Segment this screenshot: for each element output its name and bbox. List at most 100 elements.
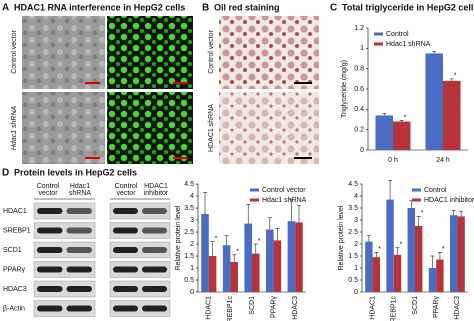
blot-strip — [109, 222, 171, 239]
bar — [457, 216, 465, 292]
x-tick-label: HDAC3 — [292, 296, 299, 320]
micrograph — [107, 92, 193, 164]
blot-band — [37, 286, 63, 292]
y-tick-label: 1 — [354, 265, 358, 272]
x-tick-label: HDAC1 — [206, 296, 213, 320]
y-axis-label: Relative protein level — [175, 205, 182, 270]
x-tick-label: 0 h — [388, 157, 398, 164]
bar — [201, 214, 209, 292]
legend-swatch — [250, 188, 259, 192]
y-tick-label: 0.5 — [184, 277, 194, 284]
bar — [436, 259, 444, 292]
bar — [375, 115, 393, 150]
micrograph — [219, 16, 319, 89]
x-tick-label: PPARγ — [270, 296, 277, 319]
panel-title: HDAC1 RNA interference in HepG2 cells — [14, 2, 185, 12]
bar — [287, 221, 296, 292]
bar — [449, 215, 458, 292]
significance-mark: * — [236, 249, 239, 256]
bar — [425, 53, 443, 150]
y-tick-label: 4 — [190, 193, 194, 200]
legend-swatch — [412, 198, 421, 202]
significance-mark: * — [421, 210, 424, 217]
y-tick-label: 0.8 — [354, 66, 364, 73]
blot-band — [37, 266, 63, 273]
column-header: HDAC1 inhibitor — [144, 183, 169, 197]
blot-band — [142, 247, 167, 253]
row-label: Hdac1 shRNA — [11, 105, 18, 150]
x-tick-label: 24 h — [436, 157, 450, 164]
x-tick-label: SREBP1c — [227, 296, 234, 321]
micrograph — [22, 92, 105, 164]
bar — [252, 253, 260, 292]
x-tick-label: SCD1 — [249, 296, 256, 315]
column-header: Control vector — [115, 183, 138, 197]
protein-label: HDAC3 — [3, 286, 27, 293]
blot-band — [66, 305, 92, 312]
blot-band — [142, 227, 167, 234]
y-tick-label: 1.5 — [348, 253, 358, 260]
y-tick-label: 0 — [354, 289, 358, 296]
blot-strip — [33, 261, 96, 278]
y-tick-label: 3 — [190, 217, 194, 224]
legend-label: Hdac1 shRNA — [386, 41, 431, 48]
y-tick-label: 0 — [360, 147, 364, 154]
legend-label: Hdac1 shRNA — [262, 197, 307, 204]
bar — [443, 80, 461, 150]
panel-title: Total triglyceride in HepG2 cells — [342, 2, 474, 12]
panel-letter: B — [202, 3, 209, 14]
legend-label: Control — [386, 31, 409, 38]
bar — [230, 262, 238, 292]
column-header: Hdac1 shRNA — [69, 183, 92, 197]
significance-mark: * — [258, 238, 261, 245]
bar — [273, 240, 282, 292]
y-tick-label: 1 — [190, 265, 194, 272]
x-tick-label: HDAC3 — [454, 296, 461, 320]
x-tick-label: SREBP1c — [391, 296, 398, 321]
x-tick-label: SCD1 — [412, 296, 419, 315]
panel-title: Oil red staining — [214, 2, 280, 12]
bar — [295, 222, 303, 292]
bar — [428, 268, 437, 292]
blot-band — [66, 266, 92, 273]
blot-band — [66, 227, 92, 234]
blot-strip — [109, 261, 171, 278]
significance-mark: * — [404, 114, 407, 121]
protein-label: SCD1 — [3, 247, 22, 254]
blot-band — [66, 247, 92, 253]
blot-band — [66, 286, 92, 292]
blot-band — [113, 286, 138, 292]
panel-letter: C — [330, 3, 337, 14]
y-axis-label: Triglyceride (mg/g) — [341, 60, 348, 118]
y-tick-label: 2.5 — [184, 229, 194, 236]
blot-strip — [33, 280, 96, 298]
y-tick-label: 2 — [354, 241, 358, 248]
bar — [266, 229, 274, 292]
legend-label: Control — [424, 187, 447, 194]
bar — [393, 121, 411, 150]
x-tick-label: HDAC1 — [369, 296, 376, 320]
y-tick-label: 0.5 — [348, 277, 358, 284]
blot-band — [37, 208, 63, 214]
protein-label: β-Actin — [3, 305, 25, 312]
bar — [407, 208, 415, 292]
y-tick-label: 2.5 — [348, 229, 358, 236]
column-header: Control vector — [37, 183, 60, 197]
y-tick-label: 4.5 — [184, 181, 194, 188]
significance-mark: * — [215, 235, 218, 242]
protein-label: PPARγ — [3, 266, 26, 273]
blot-strip — [33, 241, 96, 259]
blot-band — [113, 305, 138, 312]
significance-mark: * — [442, 246, 445, 253]
legend-swatch — [374, 42, 383, 46]
blot-band — [66, 208, 92, 214]
blot-strip — [33, 222, 96, 239]
bar — [393, 254, 402, 292]
micrograph — [22, 16, 105, 89]
blot-band — [142, 286, 167, 292]
blot-strip — [109, 300, 171, 317]
legend-label: HDAC1 inhibitor — [424, 197, 474, 204]
legend-swatch — [374, 32, 383, 36]
y-tick-label: 1.2 — [354, 25, 364, 32]
